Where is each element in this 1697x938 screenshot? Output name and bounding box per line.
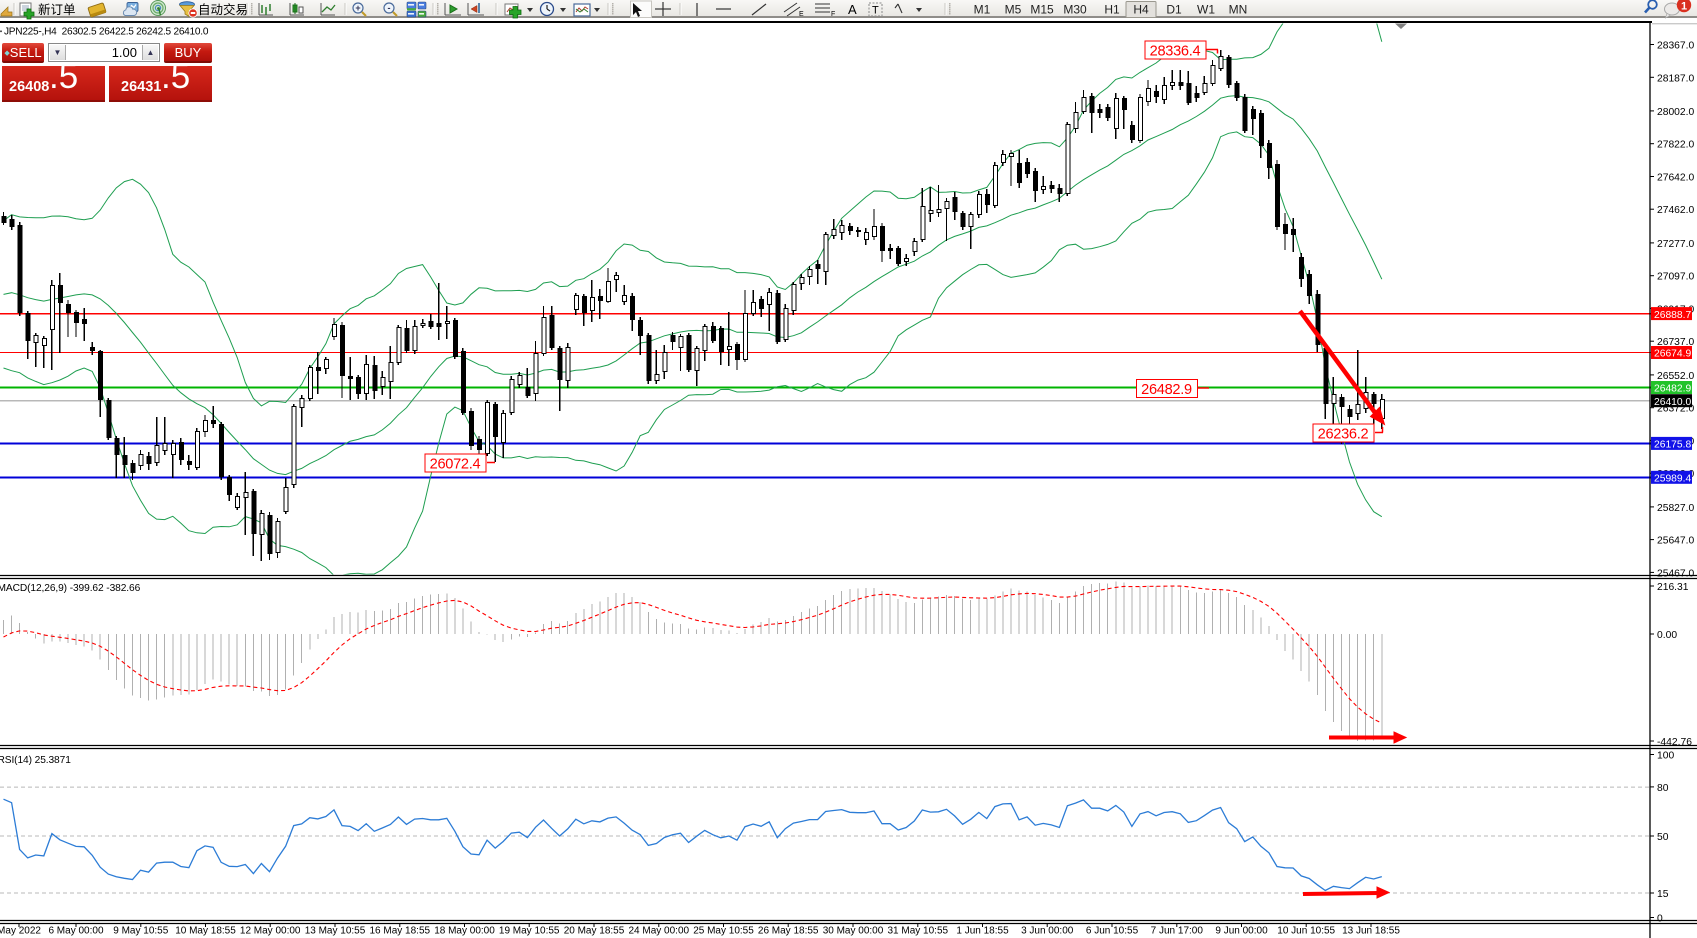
svg-text:26674.9: 26674.9 <box>1654 349 1691 360</box>
svg-text:JPN225-,H4 26302.5 26422.5 26: JPN225-,H4 26302.5 26422.5 26242.5 26410… <box>4 27 209 38</box>
svg-text:26175.8: 26175.8 <box>1654 440 1691 451</box>
svg-text:RSI(14) 25.3871: RSI(14) 25.3871 <box>0 755 71 766</box>
svg-text:18 May 00:00: 18 May 00:00 <box>434 926 495 937</box>
svg-text:10 Jun 10:55: 10 Jun 10:55 <box>1277 926 1335 937</box>
svg-text:26737.0: 26737.0 <box>1657 337 1694 348</box>
svg-text:26372.0: 26372.0 <box>1657 404 1694 415</box>
svg-text:27097.0: 27097.0 <box>1657 272 1694 283</box>
svg-text:1 Jun 18:55: 1 Jun 18:55 <box>956 926 1009 937</box>
svg-text:26072.4: 26072.4 <box>430 457 481 473</box>
svg-text:50: 50 <box>1657 832 1669 843</box>
svg-text:7 Jun 17:00: 7 Jun 17:00 <box>1151 926 1204 937</box>
svg-text:F: F <box>831 11 835 18</box>
svg-text:26552.0: 26552.0 <box>1657 371 1694 382</box>
svg-text:28336.4: 28336.4 <box>1150 44 1201 60</box>
svg-text:6 Jun 10:55: 6 Jun 10:55 <box>1086 926 1139 937</box>
svg-text:26410.0: 26410.0 <box>1654 397 1691 408</box>
svg-text:26236.2: 26236.2 <box>1318 427 1369 443</box>
svg-text:May 2022: May 2022 <box>0 926 41 937</box>
svg-text:19 May 10:55: 19 May 10:55 <box>499 926 560 937</box>
svg-text:100: 100 <box>1657 751 1674 762</box>
svg-text:MACD(12,26,9) -399.62 -382.66: MACD(12,26,9) -399.62 -382.66 <box>0 583 141 594</box>
svg-text:30 May 00:00: 30 May 00:00 <box>823 926 884 937</box>
svg-text:15: 15 <box>1657 889 1669 900</box>
svg-text:31 May 10:55: 31 May 10:55 <box>887 926 948 937</box>
svg-text:新订单: 新订单 <box>38 2 76 17</box>
svg-text:13 Jun 18:55: 13 Jun 18:55 <box>1342 926 1400 937</box>
svg-text:3 Jun 00:00: 3 Jun 00:00 <box>1021 926 1074 937</box>
svg-text:1: 1 <box>1681 1 1687 13</box>
svg-text:0.00: 0.00 <box>1657 630 1677 641</box>
svg-text:E: E <box>799 11 804 18</box>
svg-text:25647.0: 25647.0 <box>1657 536 1694 547</box>
svg-text:10 May 18:55: 10 May 18:55 <box>175 926 236 937</box>
svg-text:H1: H1 <box>1104 3 1120 17</box>
svg-text:6 May 00:00: 6 May 00:00 <box>48 926 103 937</box>
svg-text:25989.4: 25989.4 <box>1654 474 1691 485</box>
svg-text:28367.0: 28367.0 <box>1657 41 1694 52</box>
svg-text:自动交易: 自动交易 <box>198 2 248 17</box>
svg-text:28187.0: 28187.0 <box>1657 73 1694 84</box>
svg-text:M1: M1 <box>974 3 991 17</box>
svg-text:27642.0: 27642.0 <box>1657 173 1694 184</box>
svg-text:25467.0: 25467.0 <box>1657 568 1694 579</box>
svg-text:20 May 18:55: 20 May 18:55 <box>564 926 625 937</box>
svg-text:9 May 10:55: 9 May 10:55 <box>113 926 168 937</box>
svg-text:9 Jun 00:00: 9 Jun 00:00 <box>1215 926 1268 937</box>
svg-text:T: T <box>872 5 879 17</box>
svg-text:27277.0: 27277.0 <box>1657 239 1694 250</box>
svg-text:26888.7: 26888.7 <box>1654 310 1691 321</box>
svg-text:27822.0: 27822.0 <box>1657 140 1694 151</box>
svg-text:M5: M5 <box>1005 3 1022 17</box>
svg-text:0: 0 <box>1657 914 1663 925</box>
svg-text:80: 80 <box>1657 783 1669 794</box>
svg-text:28002.0: 28002.0 <box>1657 107 1694 118</box>
svg-text:13 May 10:55: 13 May 10:55 <box>305 926 366 937</box>
svg-text:A: A <box>848 2 857 17</box>
svg-text:24 May 00:00: 24 May 00:00 <box>628 926 689 937</box>
svg-text:26482.9: 26482.9 <box>1141 382 1192 398</box>
svg-text:H4: H4 <box>1133 3 1149 17</box>
svg-text:16 May 18:55: 16 May 18:55 <box>369 926 430 937</box>
svg-text:27462.0: 27462.0 <box>1657 205 1694 216</box>
svg-text:26482.9: 26482.9 <box>1654 384 1691 395</box>
svg-text:M30: M30 <box>1063 3 1087 17</box>
svg-text:M15: M15 <box>1030 3 1054 17</box>
svg-text:25 May 10:55: 25 May 10:55 <box>693 926 754 937</box>
svg-text:25827.0: 25827.0 <box>1657 503 1694 514</box>
svg-text:W1: W1 <box>1197 3 1215 17</box>
svg-text:26 May 18:55: 26 May 18:55 <box>758 926 819 937</box>
svg-text:+: + <box>355 3 360 13</box>
svg-text:MN: MN <box>1229 3 1248 17</box>
svg-text:-: - <box>388 3 391 13</box>
svg-text:-442.76: -442.76 <box>1657 737 1692 748</box>
svg-text:D1: D1 <box>1166 3 1182 17</box>
svg-text:216.31: 216.31 <box>1657 582 1689 593</box>
svg-text:12 May 00:00: 12 May 00:00 <box>240 926 301 937</box>
